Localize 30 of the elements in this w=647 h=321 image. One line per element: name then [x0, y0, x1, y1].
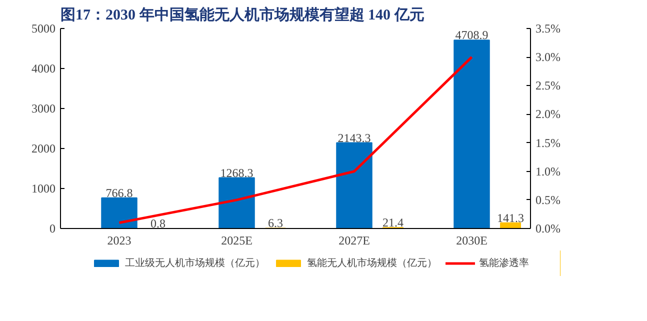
y2-tick-label: 3.5%	[536, 22, 560, 36]
data-label: 141.3	[497, 210, 524, 225]
data-label: 2143.3	[338, 130, 371, 145]
data-label: 766.8	[106, 186, 133, 200]
y-tick-label: 5000	[32, 22, 56, 36]
y2-tick-label: 2.5%	[536, 78, 560, 93]
y-tick-label: 0	[50, 222, 56, 236]
y2-tick-label: 2.0%	[536, 107, 560, 122]
data-label: 21.4	[382, 216, 404, 230]
y-tick-label: 3000	[32, 102, 56, 116]
data-label: 4708.9	[455, 28, 488, 42]
x-tick-label: 2027E	[338, 234, 370, 248]
y-tick-label: 2000	[32, 142, 56, 156]
x-tick-label: 2025E	[221, 234, 252, 248]
y2-tick-label: 3.0%	[536, 50, 560, 64]
y2-tick-label: 0.0%	[536, 222, 560, 236]
y2-tick-label: 1.5%	[536, 136, 560, 150]
legend-label: 工业级无人机市场规模（亿元）	[125, 256, 265, 270]
chart-title: 图17：2030 年中国氢能无人机市场规模有望超 140 亿元	[60, 6, 424, 24]
x-tick-label: 2023	[107, 234, 132, 248]
legend-label: 氢能无人机市场规模（亿元）	[307, 256, 437, 270]
y-tick-label: 1000	[32, 182, 56, 196]
y2-tick-label: 0.5%	[536, 192, 560, 207]
data-label: 1268.3	[220, 166, 254, 180]
y-tick-label: 4000	[32, 62, 56, 76]
legend-label: 氢能渗透率	[479, 256, 529, 270]
data-label: 6.3	[268, 216, 284, 230]
x-tick-label: 2030E	[456, 234, 488, 248]
y2-tick-label: 1.0%	[536, 164, 560, 178]
data-label: 0.8	[150, 216, 166, 230]
